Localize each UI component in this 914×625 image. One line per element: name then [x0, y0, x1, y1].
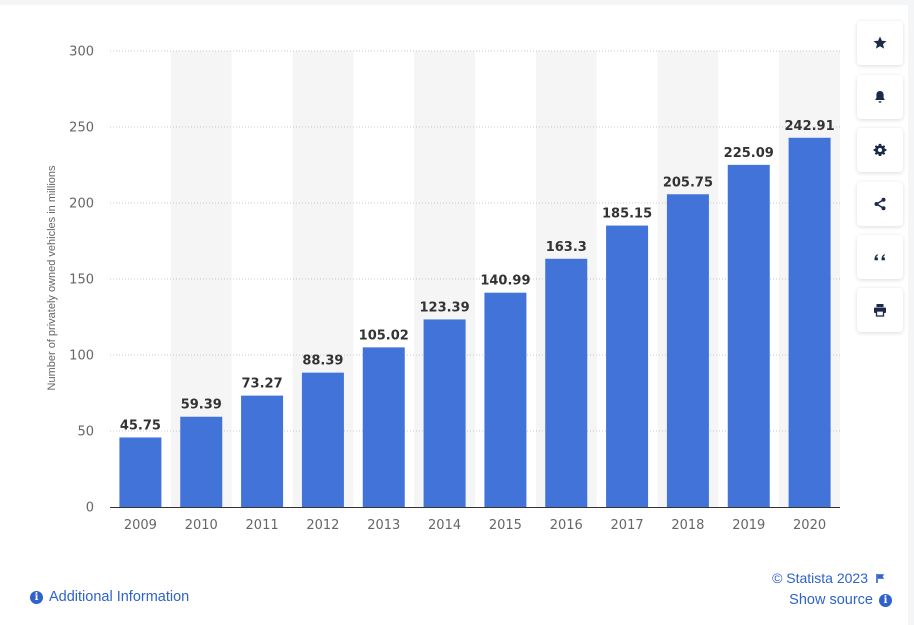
- bar[interactable]: [666, 194, 709, 507]
- favorite-button[interactable]: [857, 21, 903, 65]
- y-tick-label: 150: [69, 273, 94, 288]
- print-button[interactable]: [857, 288, 903, 332]
- notification-button[interactable]: [857, 75, 903, 119]
- y-tick-label: 50: [77, 425, 94, 440]
- bar[interactable]: [727, 164, 770, 507]
- bar[interactable]: [362, 347, 405, 507]
- x-tick-label: 2010: [185, 518, 218, 533]
- data-labels: 45.75 59.39 73.27 88.39 105.02 123.39 140.99 16…: [120, 119, 835, 434]
- print-icon: [874, 304, 886, 317]
- share-icon: [874, 197, 886, 211]
- x-tick-label: 2018: [671, 518, 704, 533]
- bar[interactable]: [301, 372, 344, 507]
- y-axis-ticks: 0 50 100 150 200 250 300: [69, 45, 94, 516]
- copyright-text: © Statista 2023: [772, 570, 868, 586]
- x-tick-label: 2009: [124, 518, 157, 533]
- data-label: 73.27: [242, 377, 283, 392]
- data-label: 242.91: [784, 119, 834, 134]
- flag-icon: [876, 573, 885, 583]
- y-tick-label: 200: [69, 197, 94, 212]
- y-tick-label: 300: [69, 45, 94, 60]
- bar[interactable]: [119, 437, 162, 507]
- x-tick-label: 2011: [246, 518, 279, 533]
- bar[interactable]: [788, 137, 831, 507]
- quote-icon: [874, 254, 885, 261]
- bar[interactable]: [606, 225, 649, 507]
- y-tick-label: 0: [86, 501, 94, 516]
- y-tick-label: 100: [69, 349, 94, 364]
- bar[interactable]: [423, 319, 466, 507]
- data-label: 163.3: [546, 240, 587, 255]
- data-label: 88.39: [302, 354, 343, 369]
- info-icon: i: [30, 590, 43, 604]
- additional-information-label: Additional Information: [49, 589, 190, 605]
- bars: [119, 137, 831, 507]
- data-label: 105.02: [359, 328, 409, 343]
- data-label: 185.15: [602, 207, 652, 222]
- bar[interactable]: [484, 292, 527, 507]
- statista-copyright[interactable]: © Statista 2023: [772, 570, 886, 586]
- x-tick-label: 2012: [306, 518, 339, 533]
- x-tick-label: 2017: [611, 518, 644, 533]
- y-tick-label: 250: [69, 121, 94, 136]
- y-axis-label: Number of privately owned vehicles in mi…: [46, 165, 58, 390]
- x-tick-label: 2014: [428, 518, 461, 533]
- share-button[interactable]: [857, 182, 903, 226]
- x-tick-label: 2015: [489, 518, 522, 533]
- bar[interactable]: [241, 395, 284, 507]
- data-label: 45.75: [120, 418, 161, 433]
- bar[interactable]: [545, 258, 588, 507]
- additional-information-link[interactable]: i Additional Information: [30, 589, 189, 605]
- gear-icon: [873, 143, 887, 156]
- bell-icon: [875, 91, 885, 103]
- data-label: 59.39: [181, 398, 222, 413]
- star-icon: [873, 36, 887, 49]
- x-axis-ticks: 2009 2010 2011 2012 2013 2014 2015 2016 2017 2018…: [124, 518, 826, 533]
- bar[interactable]: [180, 416, 223, 507]
- settings-button[interactable]: [857, 128, 903, 172]
- x-tick-label: 2016: [550, 518, 583, 533]
- show-source-label: Show source: [789, 592, 873, 608]
- data-label: 140.99: [480, 274, 530, 289]
- chart-card: 0 50 100 150 200 250 300 2009 2010 2011 2012 2013 2…: [0, 5, 908, 625]
- x-tick-label: 2013: [367, 518, 400, 533]
- data-label: 225.09: [724, 146, 774, 161]
- data-label: 205.75: [663, 175, 713, 190]
- info-icon: i: [879, 593, 892, 607]
- data-label: 123.39: [419, 300, 469, 315]
- x-tick-label: 2020: [793, 518, 826, 533]
- x-tick-label: 2019: [732, 518, 765, 533]
- cite-button[interactable]: [857, 235, 903, 279]
- show-source-link[interactable]: Show source i: [789, 592, 892, 608]
